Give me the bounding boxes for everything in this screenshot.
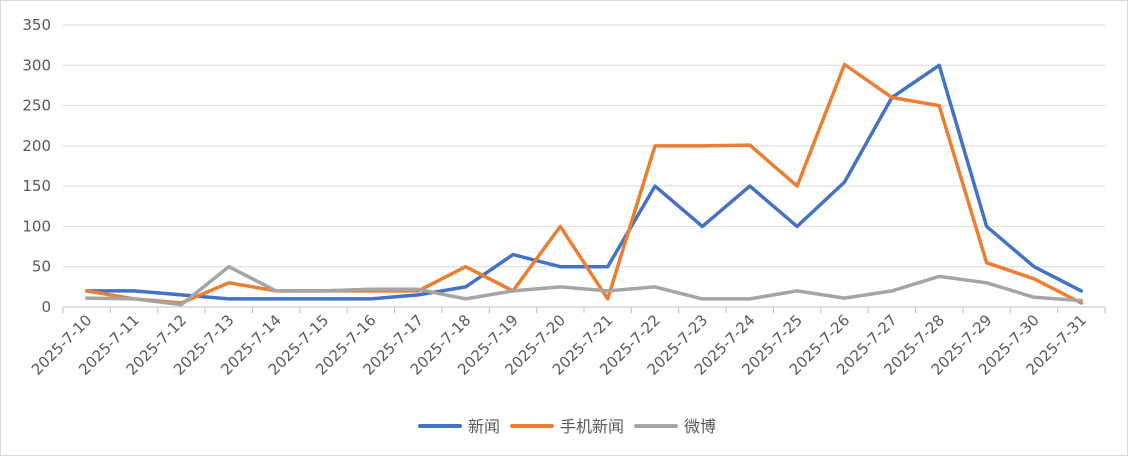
y-tick-label: 350 <box>22 16 51 34</box>
legend-label: 新闻 <box>468 417 500 436</box>
series-line-0 <box>84 63 1084 301</box>
y-tick-label: 250 <box>22 97 51 115</box>
y-tick-label: 300 <box>22 56 51 74</box>
x-tick-labels: 2025-7-102025-7-112025-7-122025-7-132025… <box>28 311 1090 379</box>
legend-label: 微博 <box>684 417 716 436</box>
legend: 新闻 手机新闻 微博 <box>418 417 716 436</box>
y-tick-label: 0 <box>41 298 51 316</box>
y-tick-label: 50 <box>32 258 51 276</box>
series-line-1 <box>84 62 1084 305</box>
series-lines <box>84 62 1084 307</box>
y-tick-label: 200 <box>22 137 51 155</box>
legend-item-1: 手机新闻 <box>510 417 624 436</box>
axes <box>62 306 1106 313</box>
y-tick-label: 150 <box>22 177 51 195</box>
gridlines <box>63 24 1105 268</box>
legend-label: 手机新闻 <box>560 417 624 436</box>
legend-item-0: 新闻 <box>418 417 500 436</box>
series-line-2 <box>84 264 1084 307</box>
y-tick-labels: 0 50 100 150 200 250 300 350 <box>22 16 51 316</box>
y-tick-label: 100 <box>22 217 51 235</box>
legend-item-2: 微博 <box>634 417 716 436</box>
